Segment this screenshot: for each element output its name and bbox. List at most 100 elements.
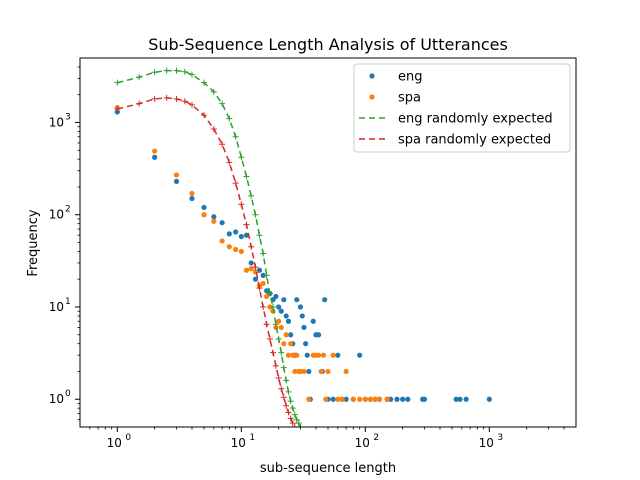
data-point [384,396,390,402]
legend-label: eng [398,70,423,85]
data-point [238,233,244,240]
data-point [269,349,276,356]
data-point [233,229,239,235]
data-point [278,308,284,314]
data-point [330,352,336,358]
data-point [285,388,292,395]
data-point [243,173,250,180]
data-point [211,218,217,224]
data-point [405,396,411,402]
data-point [350,396,356,402]
data-point [181,98,188,105]
data-point [278,324,284,331]
data-point [290,352,296,358]
data-point [280,394,287,401]
y-tick-exponent: 2 [65,205,71,215]
data-point [267,304,273,310]
data-point [256,285,263,292]
data-point [453,396,459,402]
legend-swatch [369,94,375,100]
data-point [260,250,267,257]
x-tick-label: 10 [355,436,370,450]
series-spa [114,104,390,402]
data-point [283,332,289,338]
data-point [343,396,349,402]
data-point [189,195,195,202]
data-point [291,424,298,427]
data-point [306,368,312,375]
plot-area [114,67,492,427]
data-point [289,405,296,412]
data-point [264,293,270,300]
data-point [248,192,255,199]
data-point [136,100,143,107]
data-point [201,204,207,211]
data-point [376,396,383,402]
data-point [232,180,239,187]
data-point [173,172,180,178]
x-tick-label: 10 [479,436,494,450]
y-tick-label: 10 [49,300,64,314]
data-point [252,211,259,218]
data-point [318,368,324,375]
data-point [238,154,245,161]
chart-title: Sub-Sequence Length Analysis of Utteranc… [148,35,508,54]
data-point [297,304,304,310]
data-point [275,374,282,381]
y-tick-label: 10 [49,208,64,222]
data-point [394,396,400,402]
data-point [243,221,250,228]
data-point [211,214,217,220]
data-point [281,341,287,347]
x-tick-exponent: 3 [497,433,503,443]
data-point [278,349,285,356]
x-axis-label: sub-sequence length [260,461,396,476]
data-point [260,303,267,310]
data-point [276,318,282,324]
data-point [219,141,226,148]
data-point [285,409,292,416]
data-point [400,396,406,402]
data-point [263,272,270,279]
data-point [238,201,245,208]
data-point [248,260,254,266]
data-point [293,416,300,423]
data-point [303,341,309,347]
data-point [152,154,158,160]
data-point [357,352,363,358]
data-point [163,67,170,74]
data-point [276,304,282,310]
legend-swatch [369,73,375,79]
data-point [173,178,180,184]
legend-box [353,63,571,153]
legend: eng spa eng randomly expected spa randomly … [353,63,571,153]
data-point [291,411,298,418]
data-point [457,396,463,402]
data-point [226,231,232,237]
data-point [226,115,233,122]
data-point [285,318,292,324]
legend-entry: spa randomly expected [359,133,551,148]
data-point [266,335,273,342]
data-point [232,133,239,140]
data-point [226,159,233,166]
data-point [283,402,290,409]
data-point [292,368,298,375]
data-point [281,297,287,303]
x-tick-label: 10 [107,436,122,450]
data-point [226,244,232,250]
data-point [310,318,316,324]
data-point [283,313,289,319]
data-point [343,368,349,375]
data-point [289,420,296,427]
data-point [294,297,300,303]
data-point [114,106,121,112]
data-point [362,396,368,402]
y-tick-exponent: 0 [65,389,71,399]
legend-entry: eng [369,70,423,85]
data-point [294,352,300,358]
data-point [248,243,255,250]
data-point [299,313,305,319]
data-point [322,297,328,303]
data-point [152,148,158,154]
